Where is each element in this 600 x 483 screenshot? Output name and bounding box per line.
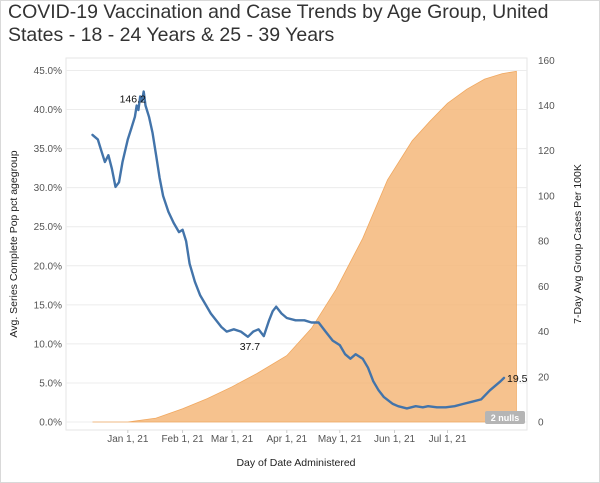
left-tick-label: 15.0% — [34, 300, 62, 311]
x-tick-label: Mar 1, 21 — [211, 434, 254, 445]
null-indicator-badge[interactable] — [485, 411, 525, 424]
null-indicator-text: 2 nulls — [491, 413, 520, 423]
null-indicator[interactable]: 2 nulls — [485, 411, 525, 424]
right-tick-label: 160 — [538, 56, 555, 67]
annotation-label: 37.7 — [240, 341, 261, 353]
right-axis-title: 7-Day Avg Group Cases Per 100K — [572, 164, 584, 324]
x-tick-label: Apr 1, 21 — [266, 434, 307, 445]
left-tick-label: 25.0% — [34, 222, 62, 233]
x-tick-label: Jan 1, 21 — [107, 434, 149, 445]
vaccination-area-series — [92, 70, 517, 423]
left-tick-label: 35.0% — [34, 144, 62, 155]
x-tick-label: Jul 1, 21 — [429, 434, 467, 445]
left-tick-label: 20.0% — [34, 261, 62, 272]
right-tick-label: 40 — [538, 327, 550, 338]
x-axis-title: Day of Date Administered — [236, 457, 355, 469]
left-tick-label: 45.0% — [34, 66, 62, 77]
chart-title: COVID-19 Vaccination and Case Trends by … — [8, 1, 549, 46]
x-tick-label: Feb 1, 21 — [161, 434, 204, 445]
right-tick-label: 140 — [538, 101, 555, 112]
x-axis: Jan 1, 21 Feb 1, 21 Mar 1, 21 Apr 1, 21 May … — [107, 430, 467, 445]
data-labels: 146.2 37.7 19.5 — [120, 93, 528, 384]
right-tick-label: 0 — [538, 418, 544, 429]
cases-line-series — [91, 90, 506, 410]
right-tick-label: 100 — [538, 191, 555, 202]
right-tick-label: 120 — [538, 146, 555, 157]
right-tick-label: 60 — [538, 282, 550, 293]
left-tick-label: 0.0% — [39, 418, 62, 429]
left-axis-title: Avg. Series Complete Pop pct agegroup — [8, 150, 20, 337]
x-tick-label: Jun 1, 21 — [374, 434, 416, 445]
x-tick-label: May 1, 21 — [318, 434, 362, 445]
annotation-label: 146.2 — [120, 93, 146, 105]
left-tick-label: 30.0% — [34, 183, 62, 194]
left-tick-label: 5.0% — [39, 378, 62, 389]
right-tick-label: 20 — [538, 372, 550, 383]
right-axis: 0 20 40 60 80 100 120 140 160 — [538, 56, 555, 429]
right-tick-label: 80 — [538, 237, 550, 248]
chart-marks — [91, 70, 517, 423]
left-tick-label: 10.0% — [34, 339, 62, 350]
annotation-label: 19.5 — [507, 373, 528, 385]
left-tick-label: 40.0% — [34, 105, 62, 116]
left-axis: 0.0% 5.0% 10.0% 15.0% 20.0% 25.0% 30.0% 35.0% 40… — [34, 66, 62, 429]
